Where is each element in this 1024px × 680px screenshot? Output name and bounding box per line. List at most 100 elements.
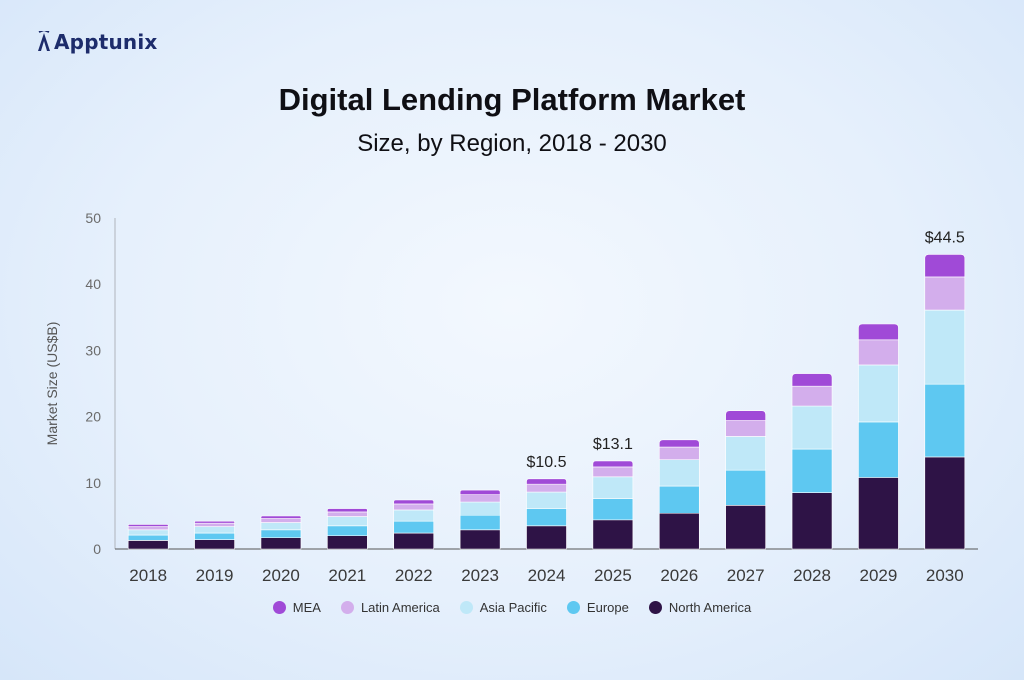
bar-asia-pacific-2028 — [791, 405, 833, 450]
y-tick-label: 50 — [85, 210, 101, 226]
brand-logo: Apptunix — [36, 30, 158, 54]
y-axis-label: Market Size (US$B) — [44, 322, 60, 446]
total-data-label: $13.1 — [593, 436, 633, 453]
legend-label: North America — [668, 600, 752, 615]
legend-item: MEA — [272, 600, 321, 615]
brand-mark-icon — [38, 31, 50, 51]
x-tick-label: 2023 — [461, 566, 499, 585]
bar-north-america-2030 — [924, 456, 966, 550]
bar-latin-america-2022 — [393, 503, 435, 511]
bar-latin-america-2018 — [127, 526, 169, 531]
legend-swatch — [459, 601, 473, 614]
bar-mea-2024 — [526, 478, 567, 485]
y-tick-label: 20 — [85, 409, 101, 425]
legend-label: Europe — [586, 600, 629, 615]
bar-mea-2021 — [327, 508, 368, 513]
bar-north-america-2021 — [327, 535, 368, 550]
chart-title: Digital Lending Platform Market — [278, 82, 746, 117]
bar-mea-2029 — [858, 323, 899, 341]
legend-swatch — [566, 601, 580, 614]
bar-europe-2024 — [526, 508, 567, 527]
bar-latin-america-2019 — [194, 522, 235, 527]
bar-asia-pacific-2025 — [592, 476, 634, 499]
chart-legend: MEA Latin America Asia Pacific Europe North … — [0, 600, 1024, 615]
bar-latin-america-2024 — [526, 483, 567, 493]
bar-mea-2022 — [393, 499, 435, 505]
bar-mea-2018 — [127, 524, 169, 527]
legend-swatch — [648, 601, 662, 614]
x-tick-label: 2018 — [129, 566, 167, 585]
bar-latin-america-2026 — [658, 446, 700, 460]
legend-item: Europe — [566, 600, 629, 615]
bar-asia-pacific-2021 — [327, 516, 368, 527]
bar-asia-pacific-2023 — [459, 501, 501, 516]
bar-europe-2030 — [924, 383, 966, 458]
x-tick-label: 2028 — [793, 566, 831, 585]
bar-latin-america-2027 — [725, 420, 766, 437]
y-tick-label: 30 — [85, 342, 101, 358]
legend-label: Asia Pacific — [479, 600, 547, 615]
y-tick-label: 10 — [85, 475, 101, 491]
legend-label: Latin America — [360, 600, 440, 615]
bar-mea-2027 — [725, 410, 766, 421]
bar-mea-2030 — [924, 254, 966, 278]
brand-name: Apptunix — [54, 30, 158, 54]
total-data-label: $44.5 — [925, 229, 965, 246]
bar-europe-2022 — [393, 520, 435, 534]
bar-europe-2025 — [592, 498, 634, 521]
bar-europe-2027 — [725, 469, 766, 506]
bar-latin-america-2025 — [592, 466, 634, 478]
bar-latin-america-2029 — [858, 339, 899, 366]
bar-north-america-2023 — [459, 529, 501, 550]
chart-subtitle: Size, by Region, 2018 - 2030 — [357, 130, 667, 157]
x-tick-label: 2024 — [528, 566, 566, 585]
bar-asia-pacific-2030 — [924, 309, 966, 385]
bar-north-america-2018 — [127, 540, 169, 550]
bar-asia-pacific-2022 — [393, 509, 435, 522]
x-tick-label: 2020 — [262, 566, 300, 585]
bar-latin-america-2021 — [327, 511, 368, 517]
bar-asia-pacific-2029 — [858, 364, 899, 423]
legend-swatch — [340, 601, 354, 614]
x-tick-label: 2025 — [594, 566, 632, 585]
bar-europe-2023 — [459, 514, 501, 531]
x-tick-label: 2030 — [926, 566, 964, 585]
x-tick-label: 2029 — [860, 566, 898, 585]
bar-asia-pacific-2024 — [526, 491, 567, 509]
bar-mea-2028 — [791, 373, 833, 387]
x-tick-label: 2027 — [727, 566, 765, 585]
bar-europe-2019 — [194, 532, 235, 541]
bar-europe-2026 — [658, 485, 700, 514]
bar-north-america-2028 — [791, 492, 833, 550]
bar-mea-2019 — [194, 520, 235, 524]
bar-europe-2028 — [791, 448, 833, 494]
bar-north-america-2025 — [592, 519, 634, 550]
bar-asia-pacific-2027 — [725, 436, 766, 471]
legend-label: MEA — [292, 600, 321, 615]
bar-north-america-2029 — [858, 477, 899, 550]
bar-mea-2026 — [658, 439, 700, 448]
bar-mea-2025 — [592, 460, 634, 468]
bar-europe-2020 — [260, 529, 302, 539]
bar-north-america-2020 — [260, 537, 302, 550]
legend-item: Asia Pacific — [459, 600, 547, 615]
bar-north-america-2019 — [194, 539, 235, 550]
bar-latin-america-2028 — [791, 385, 833, 407]
bar-north-america-2022 — [393, 532, 435, 550]
bar-mea-2020 — [260, 515, 302, 519]
legend-swatch — [272, 601, 286, 614]
total-data-label: $10.5 — [526, 454, 566, 471]
bar-north-america-2024 — [526, 525, 567, 550]
x-tick-label: 2019 — [196, 566, 234, 585]
y-tick-label: 40 — [85, 276, 101, 292]
bar-latin-america-2023 — [459, 494, 501, 503]
legend-item: Latin America — [340, 600, 440, 615]
bar-europe-2018 — [127, 534, 169, 541]
bar-north-america-2027 — [725, 505, 766, 550]
bar-asia-pacific-2026 — [658, 459, 700, 487]
bar-asia-pacific-2018 — [127, 529, 169, 536]
x-tick-label: 2021 — [328, 566, 366, 585]
y-tick-label: 0 — [93, 541, 101, 557]
bar-north-america-2026 — [658, 512, 700, 550]
